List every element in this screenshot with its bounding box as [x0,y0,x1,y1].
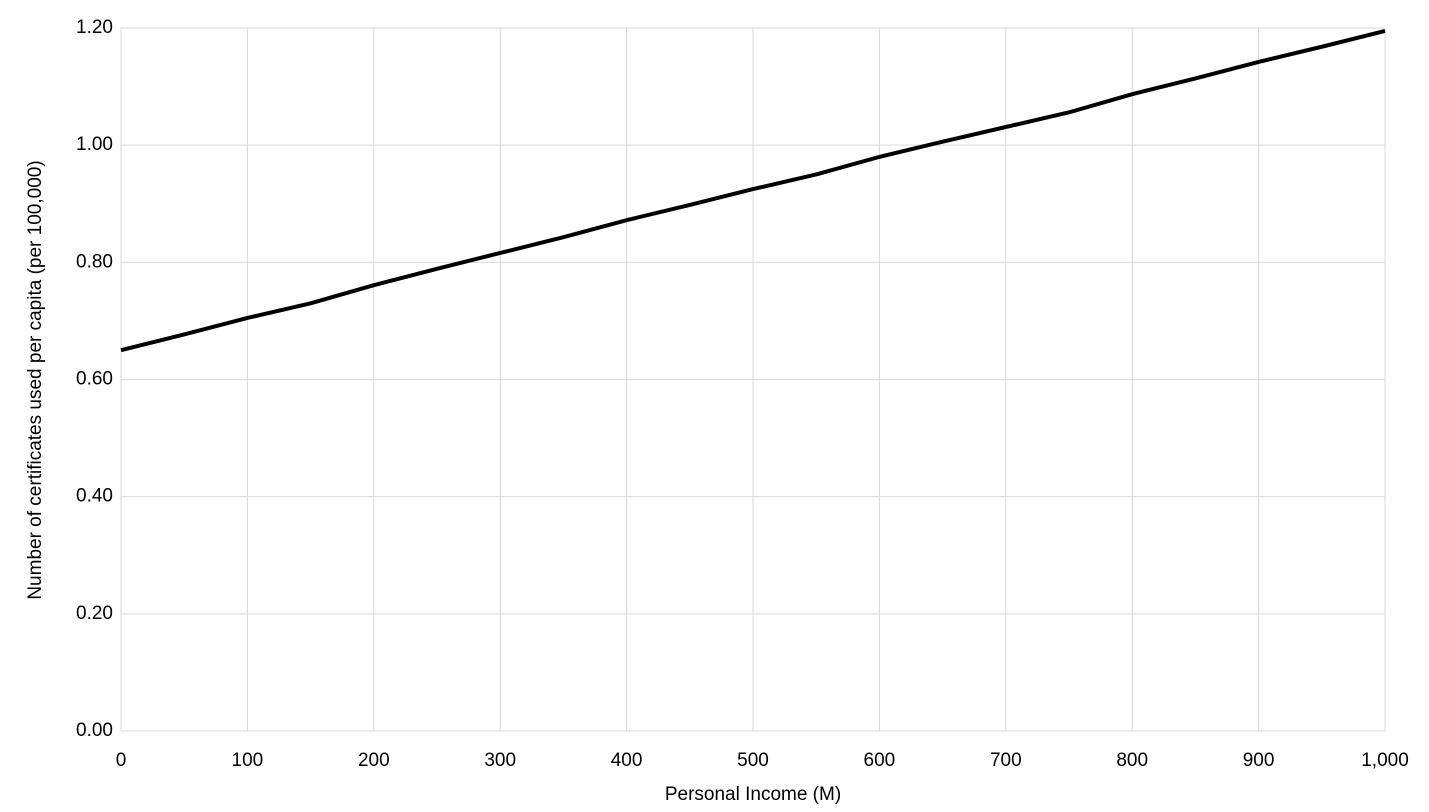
x-tick-label: 100 [232,750,264,771]
x-tick-label: 600 [864,750,896,771]
x-axis-title: Personal Income (M) [665,784,841,805]
y-tick-label: 0.40 [76,486,113,507]
data-line [120,28,1386,353]
x-tick-label: 0 [116,750,127,771]
x-tick-label: 500 [737,750,769,771]
y-axis-title: Number of certificates used per capita (… [25,160,46,599]
y-tick-label: 0.00 [76,720,113,741]
x-tick-label: 1,000 [1361,750,1409,771]
x-tick-label: 700 [990,750,1022,771]
x-tick-label: 300 [484,750,516,771]
x-tick-label: 900 [1243,750,1275,771]
x-tick-label: 800 [1116,750,1148,771]
x-tick-label: 400 [611,750,643,771]
y-tick-label: 0.60 [76,369,113,390]
y-tick-label: 0.80 [76,251,113,272]
y-tick-label: 1.00 [76,134,113,155]
y-tick-label: 0.20 [76,603,113,624]
y-tick-label: 1.20 [76,17,113,38]
x-tick-label: 200 [358,750,390,771]
